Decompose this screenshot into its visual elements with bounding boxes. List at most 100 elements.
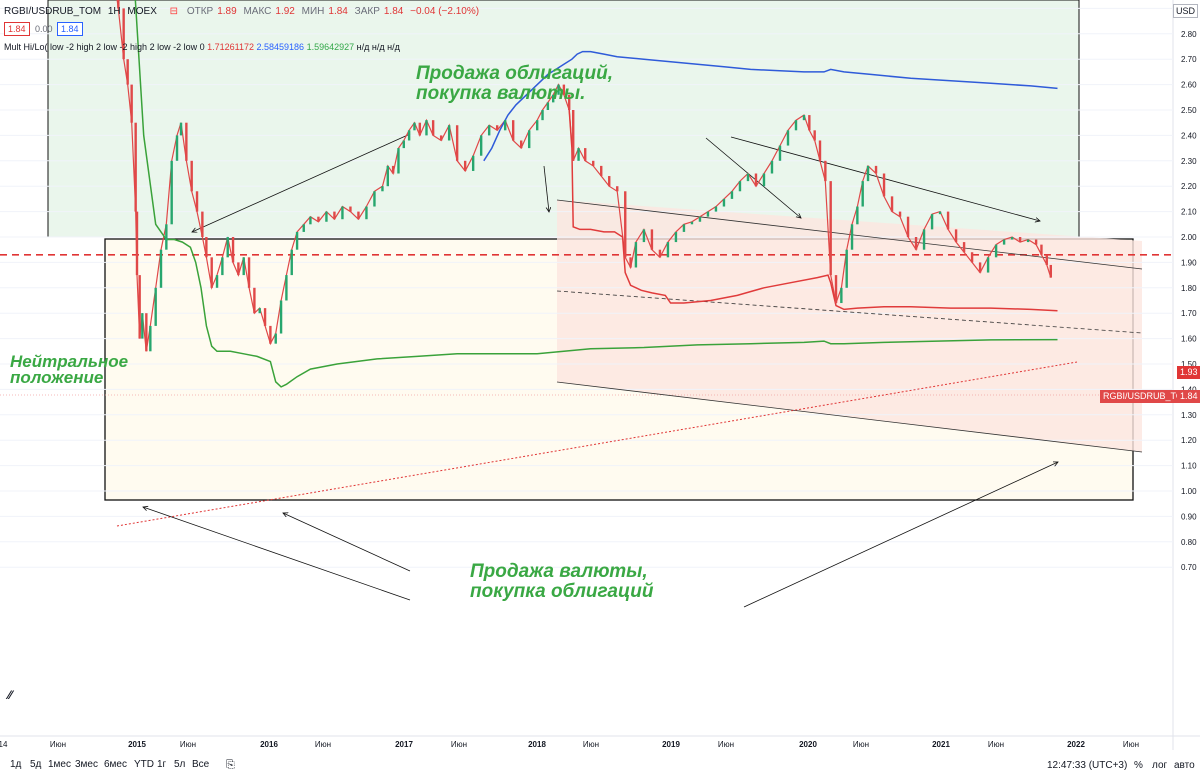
price-candle	[1018, 237, 1022, 243]
price-candle	[1026, 239, 1030, 243]
percent-toggle[interactable]: %	[1134, 760, 1143, 771]
high-value: 1.92	[275, 6, 295, 17]
price-candle	[706, 211, 710, 217]
price-candle	[954, 229, 958, 243]
timeframe-button-6[interactable]: 1г	[157, 759, 167, 770]
price-candle	[122, 8, 125, 60]
price-candle	[141, 313, 144, 339]
y-tick-label: 2.40	[1181, 131, 1197, 140]
annotation-buy-bonds: Продажа валюты, покупка облигаций	[470, 562, 653, 602]
price-candle	[386, 165, 389, 187]
price-candle	[986, 257, 990, 273]
timeframe-button-7[interactable]: 5л	[174, 759, 186, 770]
price-candle	[1049, 264, 1052, 278]
y-tick-label: 1.50	[1181, 360, 1197, 369]
price-candle	[856, 206, 859, 225]
price-candle	[253, 287, 256, 314]
price-candle	[834, 275, 838, 304]
currency-label[interactable]: USD	[1172, 4, 1198, 18]
timeframe-button-1[interactable]: 5д	[30, 759, 42, 770]
spread-label: 0.00	[35, 24, 53, 34]
price-candle	[145, 313, 148, 352]
arrow-0	[192, 133, 411, 232]
price-candle	[519, 140, 523, 149]
price-candle	[309, 216, 312, 225]
price-candle	[978, 262, 982, 273]
x-tick-label: 2021	[932, 740, 950, 749]
price-candle	[714, 206, 718, 212]
price-candle	[778, 145, 782, 161]
price-candle	[431, 120, 435, 136]
sell-bonds-zone	[47, 0, 1080, 238]
price-candle	[690, 221, 694, 225]
price-candle	[418, 122, 422, 136]
timeframe-button-4[interactable]: 6мес	[104, 759, 127, 770]
symbol-label[interactable]: RGBI/USDRUB_TOM	[4, 6, 102, 17]
mid-band-series	[568, 109, 1058, 312]
price-candle	[608, 176, 611, 187]
price-candle	[463, 160, 467, 171]
price-candle	[479, 135, 483, 156]
x-tick-label: Июн	[988, 740, 1004, 749]
arrow-4	[283, 513, 411, 572]
price-candle	[471, 155, 475, 171]
arrow-2	[705, 137, 801, 218]
price-candle	[439, 135, 443, 141]
timeframe-button-8[interactable]: Все	[192, 759, 210, 770]
price-candle	[808, 115, 811, 131]
indicator-legend[interactable]: Mult Hi/Lo( low -2 high 2 low -2 high 2 …	[4, 42, 400, 52]
ask-box[interactable]: 1.84	[57, 22, 83, 36]
price-candle	[242, 257, 245, 276]
price-candle	[914, 237, 918, 250]
timeframe-button-2[interactable]: 1мес	[48, 759, 71, 770]
y-tick-label: 0.80	[1181, 538, 1197, 547]
price-candle	[813, 130, 816, 141]
price-candle	[231, 237, 235, 263]
log-toggle[interactable]: лог	[1152, 760, 1168, 771]
indicator-na: н/д н/д н/д	[356, 42, 400, 52]
price-candle	[134, 122, 137, 212]
price-candle	[495, 125, 499, 131]
neutral-level-tag: 1.93	[1177, 366, 1200, 379]
close-caption: ЗАКР	[354, 6, 380, 17]
price-candle	[1045, 254, 1048, 265]
price-candle	[824, 160, 827, 182]
chart-canvas[interactable]: 3.303.203.103.002.902.802.702.602.502.40…	[0, 0, 1200, 750]
price-candle	[210, 257, 213, 288]
y-tick-label: 2.30	[1181, 157, 1197, 166]
indicator-v2: 2.58459186	[256, 42, 305, 52]
price-candle	[527, 130, 531, 149]
price-candles	[117, 0, 1052, 352]
annotation-buy-bonds-line1: Продажа валюты,	[470, 561, 648, 582]
y-tick-label: 1.20	[1181, 436, 1197, 445]
x-tick-label: Июн	[50, 740, 66, 749]
auto-toggle[interactable]: авто	[1174, 760, 1195, 771]
x-tick-label: Июн	[180, 740, 196, 749]
price-candle	[536, 120, 539, 131]
y-tick-label: 2.20	[1181, 182, 1197, 191]
price-candle	[592, 160, 595, 166]
x-tick-label: 2022	[1067, 740, 1085, 749]
open-caption: ОТКР	[186, 6, 214, 17]
price-candle	[425, 120, 428, 136]
date-range-icon[interactable]: ⎘	[226, 759, 235, 771]
price-candle	[568, 94, 571, 110]
bid-box[interactable]: 1.84	[4, 22, 30, 36]
channel-lower-line	[556, 381, 1143, 453]
interval-label[interactable]: 1H	[107, 6, 121, 17]
y-tick-label: 1.40	[1181, 385, 1197, 394]
y-tick-label: 2.80	[1181, 30, 1197, 39]
timeframe-button-0[interactable]: 1д	[10, 759, 22, 770]
price-candle	[922, 229, 926, 250]
tv-logo-icon[interactable]: ⁄⁄	[8, 688, 13, 702]
x-tick-label: Июн	[853, 740, 869, 749]
price-candle	[269, 325, 272, 344]
price-candle	[562, 84, 566, 95]
menu-icon[interactable]: ⊟	[169, 6, 179, 17]
price-candle	[402, 140, 405, 149]
price-candle	[840, 287, 843, 304]
price-candle	[349, 206, 352, 212]
timeframe-button-5[interactable]: YTD	[134, 759, 154, 770]
price-candle	[722, 198, 726, 207]
timeframe-button-3[interactable]: 3мес	[75, 759, 98, 770]
